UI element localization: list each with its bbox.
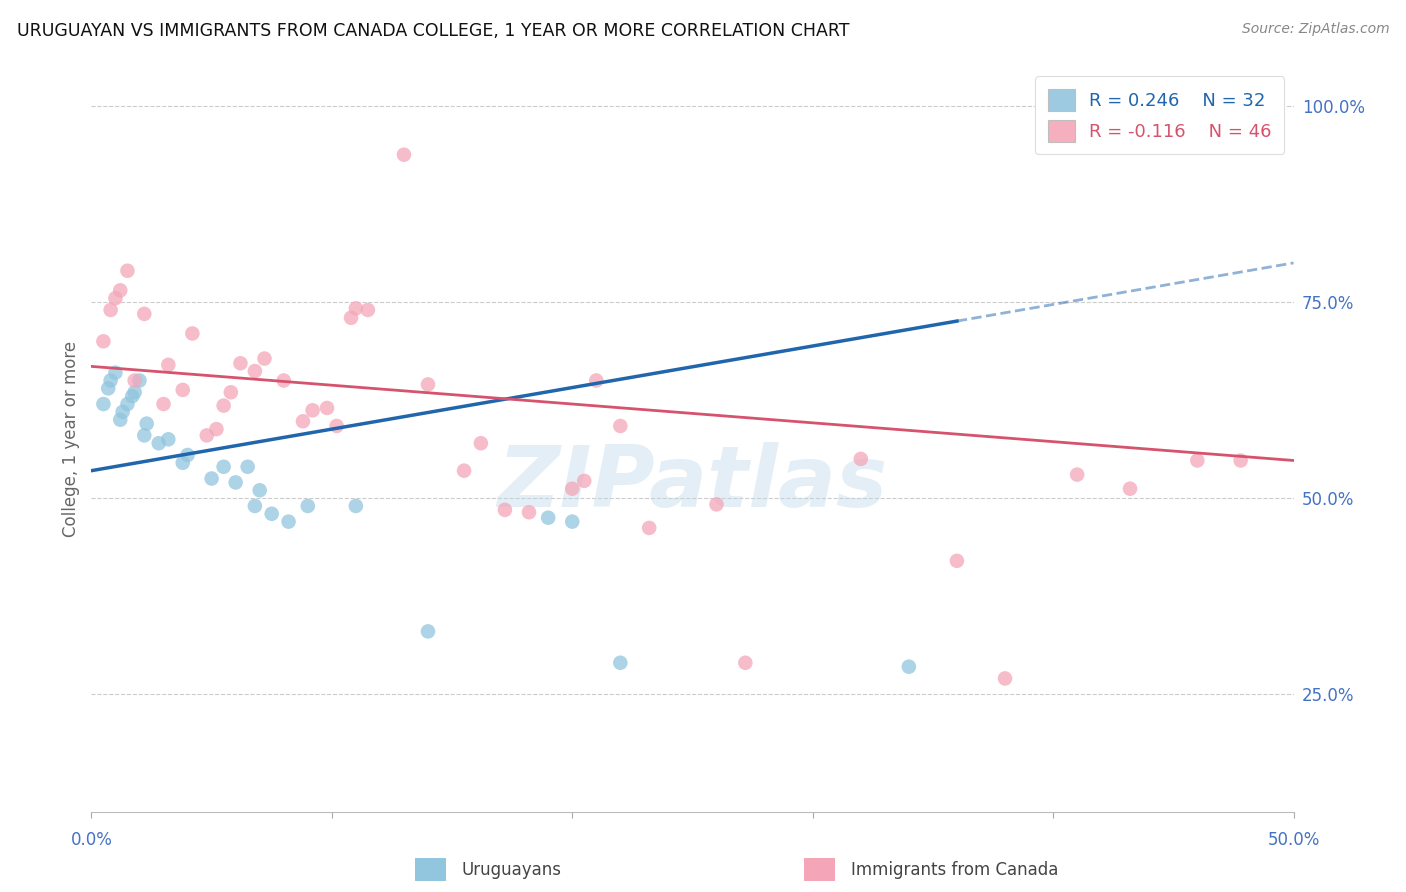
Point [104, 366, 127, 380]
Point [340, 310, 363, 325]
Point [273, 374, 295, 388]
Point [243, 499, 266, 513]
Point [201, 471, 224, 485]
Point [100, 302, 122, 317]
Point [277, 515, 299, 529]
Y-axis label: College, 1 year or more: College, 1 year or more [62, 342, 80, 537]
Point [225, 475, 247, 490]
Point [585, 374, 607, 388]
Text: ZIPatlas: ZIPatlas [498, 442, 887, 525]
Point [152, 397, 174, 411]
Point [110, 284, 132, 298]
Point [128, 374, 150, 388]
Point [609, 419, 631, 434]
Point [93, 397, 115, 411]
Point [97, 381, 120, 395]
Point [609, 656, 631, 670]
Point [1187, 453, 1209, 467]
Point [148, 436, 170, 450]
Point [134, 428, 156, 442]
Point [416, 624, 439, 639]
Point [117, 264, 139, 278]
Point [157, 358, 180, 372]
Point [1066, 467, 1088, 482]
Point [110, 413, 132, 427]
Point [638, 521, 661, 535]
Point [946, 554, 969, 568]
Point [517, 505, 540, 519]
Point [236, 459, 259, 474]
Point [124, 374, 146, 388]
Point [253, 351, 276, 366]
Point [1137, 107, 1160, 121]
Point [243, 364, 266, 378]
Point [291, 414, 314, 428]
Point [561, 482, 583, 496]
Point [172, 456, 194, 470]
Text: Immigrants from Canada: Immigrants from Canada [851, 861, 1057, 879]
Point [897, 659, 920, 673]
Point [249, 483, 271, 498]
Text: Uruguayans: Uruguayans [461, 861, 561, 879]
Point [104, 291, 127, 305]
Point [100, 374, 122, 388]
Point [994, 672, 1017, 686]
Point [212, 459, 235, 474]
Point [176, 448, 198, 462]
Point [229, 356, 252, 370]
Text: 50.0%: 50.0% [1267, 831, 1320, 849]
Point [392, 147, 415, 161]
Text: 0.0%: 0.0% [70, 831, 112, 849]
Point [1119, 482, 1142, 496]
Point [494, 503, 516, 517]
Legend: R = 0.246    N = 32, R = -0.116    N = 46: R = 0.246 N = 32, R = -0.116 N = 46 [1035, 76, 1285, 154]
Point [416, 377, 439, 392]
Point [212, 399, 235, 413]
Point [205, 422, 228, 436]
Point [260, 507, 283, 521]
Text: Source: ZipAtlas.com: Source: ZipAtlas.com [1241, 22, 1389, 37]
Point [195, 428, 218, 442]
Point [561, 515, 583, 529]
Point [117, 397, 139, 411]
Point [574, 474, 596, 488]
Point [111, 405, 134, 419]
Point [172, 383, 194, 397]
Point [344, 301, 367, 316]
Point [357, 302, 380, 317]
Point [1229, 453, 1251, 467]
Point [470, 436, 492, 450]
Point [537, 510, 560, 524]
Point [849, 451, 872, 466]
Point [157, 433, 180, 447]
Point [706, 497, 728, 511]
Point [181, 326, 204, 341]
Point [135, 417, 157, 431]
Point [316, 401, 339, 415]
Point [325, 419, 347, 434]
Point [121, 389, 143, 403]
Point [134, 307, 156, 321]
Point [93, 334, 115, 349]
Point [124, 385, 146, 400]
Point [301, 403, 323, 417]
Point [297, 499, 319, 513]
Point [219, 385, 242, 400]
Point [734, 656, 756, 670]
Point [344, 499, 367, 513]
Text: URUGUAYAN VS IMMIGRANTS FROM CANADA COLLEGE, 1 YEAR OR MORE CORRELATION CHART: URUGUAYAN VS IMMIGRANTS FROM CANADA COLL… [17, 22, 849, 40]
Point [453, 464, 475, 478]
